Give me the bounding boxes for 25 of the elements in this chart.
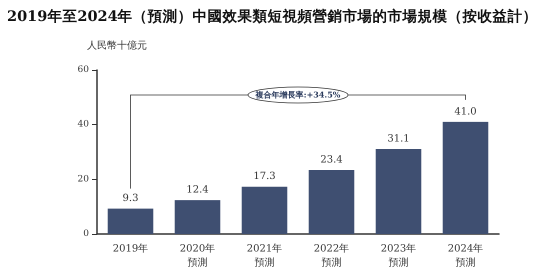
annotation: 複合年增長率:+34.5%	[256, 90, 340, 100]
data-label: 9.3	[122, 193, 138, 204]
bar	[242, 186, 288, 234]
bar	[442, 122, 488, 234]
data-label: 31.1	[387, 133, 410, 144]
data-label: 12.4	[186, 184, 209, 196]
bar	[174, 200, 220, 234]
x-tick-label: 2024年預測	[448, 242, 484, 268]
x-tick-label: 2019年	[112, 242, 148, 254]
y-tick-label: 20	[78, 174, 90, 184]
bar	[108, 208, 154, 234]
bar	[308, 170, 354, 234]
y-tick-label: 0	[83, 229, 90, 239]
y-tick-label: 60	[78, 65, 90, 75]
bar	[376, 148, 422, 234]
x-tick-label: 2023年預測	[380, 242, 416, 268]
x-tick-label: 2021年預測	[246, 242, 282, 268]
chart-title: 2019年至2024年（預測）中國效果類短視頻營銷市場的市場規模（按收益計）	[7, 7, 538, 25]
data-label: 17.3	[253, 171, 276, 182]
data-label: 23.4	[320, 154, 343, 166]
y-tick-label: 40	[78, 120, 90, 130]
x-tick-label: 2020年預測	[180, 242, 216, 268]
x-tick-label: 2022年預測	[314, 242, 350, 268]
data-label: 41.0	[454, 106, 477, 118]
y-axis-title: 人民幣十億元	[87, 40, 147, 52]
